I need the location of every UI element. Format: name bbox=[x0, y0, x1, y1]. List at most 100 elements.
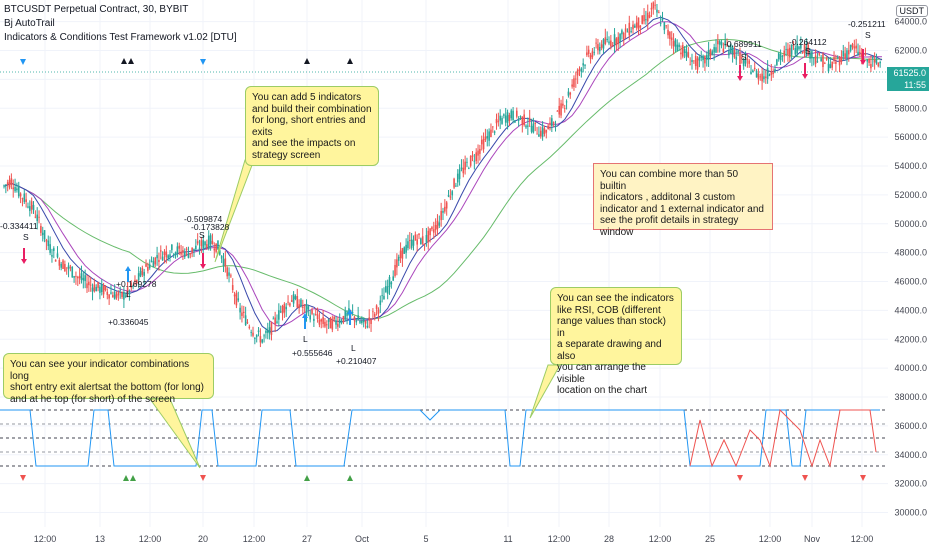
candle-body bbox=[724, 40, 727, 46]
candle-body bbox=[189, 252, 192, 255]
top-long-marker bbox=[121, 58, 127, 64]
candle-body bbox=[309, 315, 311, 320]
candle-body bbox=[659, 22, 662, 24]
candle-body bbox=[51, 254, 53, 257]
candle-body bbox=[30, 201, 33, 210]
candle-body bbox=[696, 58, 699, 70]
candle-body bbox=[362, 318, 365, 322]
price-tick-label: 38000.0 bbox=[894, 392, 927, 402]
candle-body bbox=[370, 319, 372, 324]
candle-body bbox=[787, 48, 789, 55]
candle-body bbox=[777, 53, 780, 60]
candle-body bbox=[582, 63, 584, 66]
candle-body bbox=[728, 51, 730, 56]
candle-body bbox=[158, 259, 160, 263]
candle-body bbox=[303, 304, 306, 307]
price-axis[interactable]: 30000.0 32000.0 34000.0 36000.0 38000.0 40000… bbox=[894, 17, 927, 518]
candle-body bbox=[508, 115, 511, 121]
candle-body bbox=[499, 115, 501, 121]
candle-body bbox=[674, 39, 677, 47]
candle-body bbox=[847, 50, 850, 55]
candle-body bbox=[183, 251, 186, 258]
candle-body bbox=[622, 32, 625, 40]
candle-body bbox=[637, 17, 640, 29]
candle-body bbox=[407, 241, 409, 249]
candle-body bbox=[759, 76, 762, 78]
candle-body bbox=[733, 50, 736, 58]
candle-body bbox=[475, 152, 478, 161]
candle-body bbox=[600, 44, 603, 48]
candle-body bbox=[849, 45, 852, 51]
symbol-title[interactable]: BTCUSDT Perpetual Contract, 30, BYBIT bbox=[4, 4, 189, 15]
top-short-marker bbox=[20, 59, 26, 65]
price-tick-label: 42000.0 bbox=[894, 334, 927, 344]
candle-body bbox=[6, 182, 9, 185]
top-long-marker bbox=[304, 58, 310, 64]
candle-body bbox=[176, 246, 179, 253]
candle-body bbox=[440, 210, 442, 221]
candle-body bbox=[139, 271, 142, 277]
candle-body bbox=[598, 46, 601, 52]
time-axis[interactable]: 12:00 13 12:00 20 12:00 27 Oct 5 11 12:00 28 12:00 2… bbox=[34, 534, 874, 544]
candle-body bbox=[302, 306, 304, 308]
candle-body bbox=[375, 305, 378, 310]
candle-body bbox=[250, 332, 252, 333]
candle-body bbox=[510, 110, 513, 119]
signal-letter: S bbox=[865, 30, 871, 40]
candle-body bbox=[372, 311, 374, 313]
candle-body bbox=[757, 73, 760, 80]
candle-body bbox=[438, 222, 441, 226]
price-tick-label: 44000.0 bbox=[894, 305, 927, 315]
candle-body bbox=[88, 281, 90, 286]
candle-body bbox=[106, 291, 109, 295]
candle-body bbox=[748, 60, 750, 64]
candle-body bbox=[287, 301, 289, 303]
candle-body bbox=[610, 40, 612, 47]
candle-body bbox=[551, 118, 553, 126]
candle-body bbox=[185, 248, 188, 250]
candle-body bbox=[521, 116, 524, 125]
candle-body bbox=[473, 160, 476, 162]
candle-body bbox=[497, 120, 500, 122]
candle-body bbox=[868, 58, 870, 63]
candle-body bbox=[84, 275, 86, 281]
candle-body bbox=[840, 56, 843, 62]
candle-body bbox=[325, 324, 328, 326]
candle-body bbox=[78, 276, 81, 279]
time-tick-label: 28 bbox=[604, 534, 614, 544]
candle-body bbox=[396, 259, 398, 268]
candle-body bbox=[871, 56, 874, 59]
candle-body bbox=[10, 178, 13, 185]
candle-body bbox=[136, 280, 138, 284]
candle-body bbox=[549, 122, 551, 125]
candle-body bbox=[73, 276, 75, 278]
candle-body bbox=[195, 245, 197, 250]
candle-body bbox=[528, 117, 531, 121]
candle-body bbox=[741, 57, 743, 59]
bottom-short-marker bbox=[802, 475, 808, 481]
candle-body bbox=[515, 110, 518, 117]
candle-body bbox=[545, 130, 548, 133]
candle-body bbox=[19, 193, 22, 197]
price-tick-label: 64000.0 bbox=[894, 17, 927, 27]
candle-body bbox=[488, 131, 490, 141]
candle-body bbox=[366, 325, 369, 328]
candle-body bbox=[364, 320, 367, 324]
entry-arrow-head bbox=[200, 264, 206, 269]
currency-selector[interactable]: USDT bbox=[895, 5, 928, 17]
indicator-legend-1[interactable]: Bj AutoTrail bbox=[4, 18, 55, 29]
candle-body bbox=[368, 317, 371, 321]
candle-body bbox=[206, 244, 208, 248]
candle-body bbox=[399, 250, 402, 258]
candle-body bbox=[635, 22, 638, 28]
candle-body bbox=[694, 55, 697, 67]
indicator-legend-2[interactable]: Indicators & Conditions Test Framework v… bbox=[4, 32, 237, 43]
price-tick-label: 46000.0 bbox=[894, 277, 927, 287]
candle-body bbox=[479, 148, 481, 154]
candle-body bbox=[174, 252, 177, 256]
candle-body bbox=[565, 101, 568, 103]
candle-body bbox=[408, 239, 411, 241]
candle-body bbox=[746, 59, 749, 60]
candle-body bbox=[200, 240, 203, 247]
